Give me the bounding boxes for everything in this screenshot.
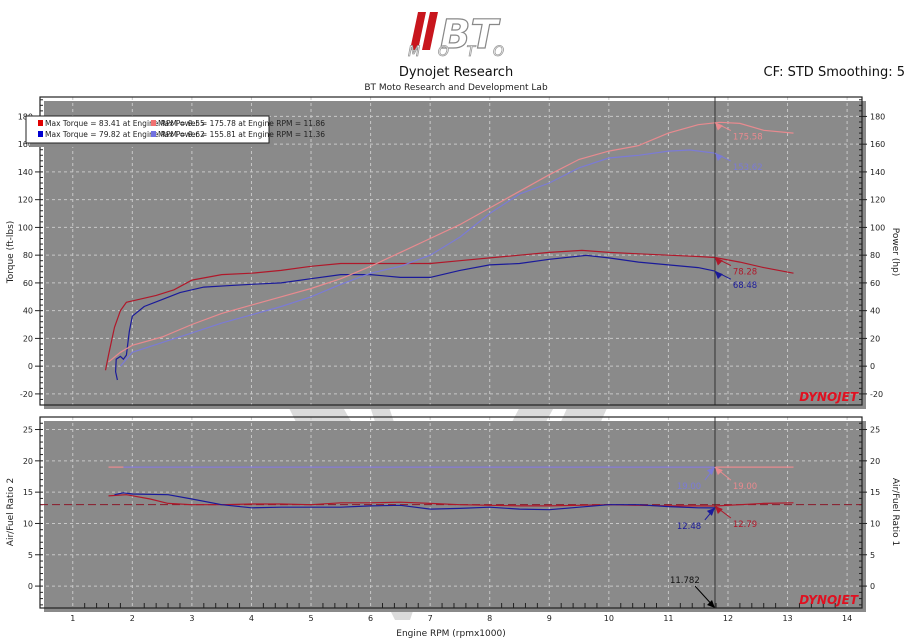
annotation-value: 19.00 (733, 482, 757, 492)
y-tick-label-left: 100 (18, 223, 33, 232)
torque-power-panel: -20 -20 0 0 20 20 40 40 60 60 80 80 100 100 120 120 140 1… (18, 96, 885, 409)
y-tick-label-right: 10 (870, 519, 880, 528)
y-tick-label-left: 60 (23, 279, 33, 288)
x-tick-label: 12 (723, 614, 733, 623)
y-tick-label-left: 0 (28, 362, 33, 371)
x-tick-label: 6 (368, 614, 373, 623)
y-axis-label-afr2: Air/Fuel Ratio 2 (6, 478, 16, 546)
x-axis-label: Engine RPM (rpmx1000) (396, 629, 505, 639)
series-line-run2_power (119, 149, 715, 367)
annotation-arrowhead (706, 507, 715, 516)
y-tick-label-right: 0 (870, 582, 875, 591)
y-tick-label-right: 180 (870, 112, 885, 121)
y-tick-label-right: -20 (870, 390, 883, 399)
dynojet-watermark: DYNOJET (799, 593, 859, 607)
annotation-arrowhead (714, 505, 723, 514)
y-tick-label-right: 100 (870, 223, 885, 232)
y-tick-label-left: 80 (23, 251, 33, 260)
y-tick-label-right: 120 (870, 196, 885, 205)
x-tick-label: 11 (663, 614, 673, 623)
plot-frame (39, 416, 863, 609)
annotation-value: 12.79 (733, 520, 757, 530)
y-tick-label-right: 80 (870, 251, 880, 260)
y-tick-label-left: 40 (23, 307, 33, 316)
legend: Max Torque = 83.41 at Engine RPM = 9.55 … (25, 115, 325, 147)
x-tick-label: 2 (130, 614, 135, 623)
cursor-value: 11.782 (670, 576, 700, 586)
y-tick-label-right: 20 (870, 457, 880, 466)
chart-subtitle: BT Moto Research and Development Lab (364, 83, 548, 93)
legend-entry: Max Power = 175.78 at Engine RPM = 11.86 (158, 119, 325, 128)
y-tick-label-right: 25 (870, 426, 880, 435)
annotation-value: 68.48 (733, 281, 757, 291)
y-tick-label-left: 140 (18, 168, 33, 177)
y-tick-label-left: 15 (23, 488, 33, 497)
svg-text:BT: BT (440, 12, 500, 58)
x-tick-label: 7 (428, 614, 433, 623)
y-tick-label-right: 160 (870, 140, 885, 149)
y-tick-label-left: 160 (18, 140, 33, 149)
series-line-run1_torque (104, 249, 794, 371)
x-tick-label: 14 (842, 614, 852, 623)
annotation-value: 175.58 (733, 133, 763, 143)
annotation-value: 12.48 (677, 522, 701, 532)
x-tick-label: 5 (308, 614, 313, 623)
y-tick-label-right: 5 (870, 551, 875, 560)
annotation-arrowhead (714, 153, 723, 162)
cursor-arrowhead (706, 600, 715, 608)
legend-entry: Max Power = 155.81 at Engine RPM = 11.36 (158, 130, 325, 139)
legend-swatch (38, 131, 43, 137)
y-tick-label-right: 0 (870, 362, 875, 371)
y-axis-label-torque: Torque (ft-lbs) (6, 221, 16, 285)
y-tick-label-left: 20 (23, 457, 33, 466)
y-tick-label-right: 20 (870, 334, 880, 343)
legend-swatch (151, 120, 156, 126)
annotation-arrowhead (714, 271, 723, 280)
annotation-arrowhead (714, 122, 723, 131)
y-tick-label-left: 180 (18, 112, 33, 121)
series-line-run1_torque (108, 494, 794, 507)
y-tick-label-right: 60 (870, 279, 880, 288)
x-tick-label: 13 (782, 614, 792, 623)
x-tick-label: 4 (249, 614, 254, 623)
y-tick-label-right: 140 (870, 168, 885, 177)
x-tick-label: 1 (70, 614, 75, 623)
y-tick-label-left: -20 (20, 390, 33, 399)
y-axis-label-power: Power (hp) (890, 228, 900, 277)
annotation-arrowhead (706, 467, 715, 476)
annotation-value: 19.00 (677, 482, 701, 492)
plot-frame (39, 96, 863, 406)
legend-entry: Max Torque = 83.41 at Engine RPM = 9.55 (45, 119, 205, 128)
y-tick-label-right: 15 (870, 488, 880, 497)
annotation-arrowhead (714, 467, 723, 476)
y-tick-label-left: 10 (23, 519, 33, 528)
x-tick-label: 3 (189, 614, 194, 623)
y-tick-label-left: 25 (23, 426, 33, 435)
settings-label: CF: STD Smoothing: 5 (764, 65, 905, 80)
dynojet-watermark: DYNOJET (799, 390, 859, 404)
annotation-arrowhead (714, 257, 723, 266)
y-axis-label-afr1: Air/Fuel Ratio 1 (890, 478, 900, 546)
bt-moto-logo: BT MOTO (408, 11, 505, 60)
series-line-run2_torque (114, 492, 715, 511)
legend-swatch (151, 131, 156, 137)
y-tick-label-right: 40 (870, 307, 880, 316)
y-tick-label-left: 120 (18, 196, 33, 205)
frame-shadow (44, 421, 866, 612)
annotation-value: 78.28 (733, 268, 757, 278)
series-line-run1_power (108, 121, 794, 363)
legend-entry: Max Torque = 79.82 at Engine RPM = 9.62 (45, 130, 205, 139)
chart-title: Dynojet Research (399, 65, 513, 80)
y-tick-label-left: 20 (23, 334, 33, 343)
legend-swatch (38, 120, 43, 126)
x-tick-label: 8 (487, 614, 492, 623)
x-tick-label: 10 (604, 614, 614, 623)
y-tick-label-left: 5 (28, 551, 33, 560)
annotation-value: 153.62 (733, 163, 763, 173)
series-line-run2_torque (114, 254, 716, 381)
y-tick-label-left: 0 (28, 582, 33, 591)
x-tick-label: 9 (547, 614, 552, 623)
